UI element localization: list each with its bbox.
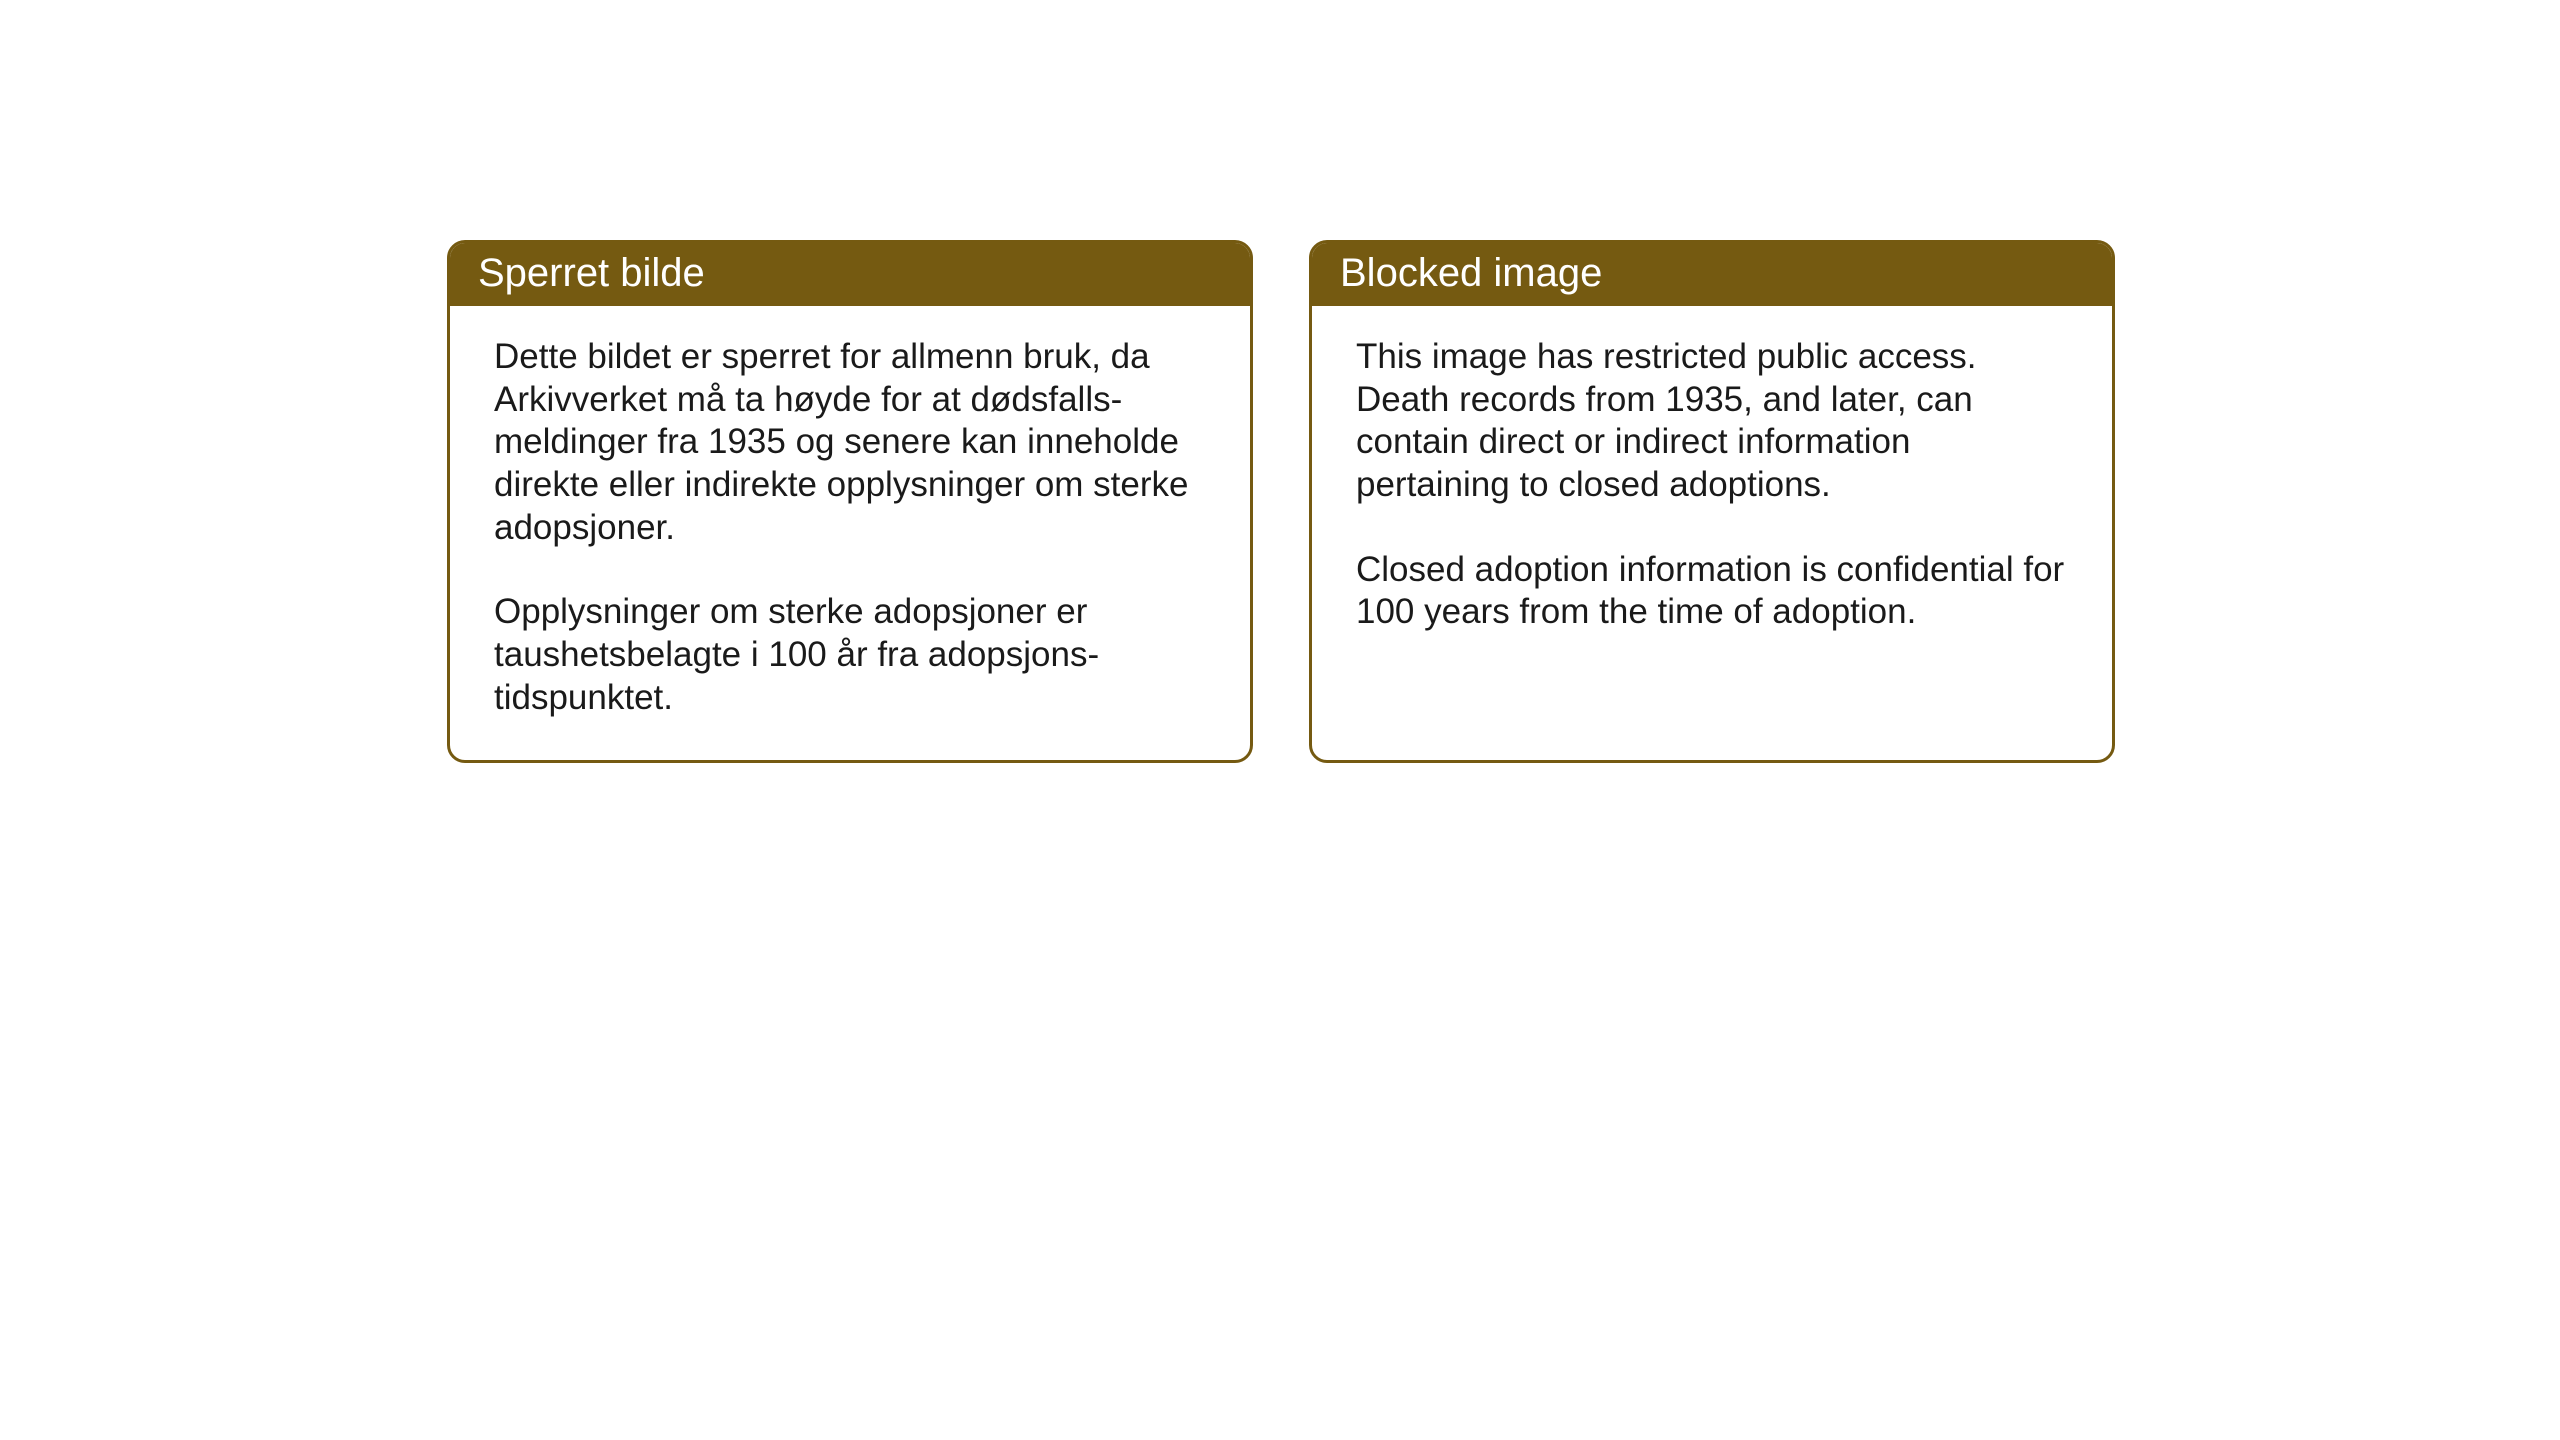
card-paragraph-2-english: Closed adoption information is confident… <box>1356 549 2068 634</box>
card-body-english: This image has restricted public access.… <box>1312 306 2112 716</box>
notice-card-english: Blocked image This image has restricted … <box>1309 240 2115 763</box>
card-paragraph-2-norwegian: Opplysninger om sterke adopsjoner er tau… <box>494 591 1206 719</box>
notice-container: Sperret bilde Dette bildet er sperret fo… <box>447 240 2115 763</box>
card-header-english: Blocked image <box>1312 243 2112 306</box>
card-paragraph-1-english: This image has restricted public access.… <box>1356 336 2068 507</box>
notice-card-norwegian: Sperret bilde Dette bildet er sperret fo… <box>447 240 1253 763</box>
card-body-norwegian: Dette bildet er sperret for allmenn bruk… <box>450 306 1250 760</box>
card-title-english: Blocked image <box>1340 251 1602 295</box>
card-title-norwegian: Sperret bilde <box>478 251 705 295</box>
card-header-norwegian: Sperret bilde <box>450 243 1250 306</box>
card-paragraph-1-norwegian: Dette bildet er sperret for allmenn bruk… <box>494 336 1206 549</box>
